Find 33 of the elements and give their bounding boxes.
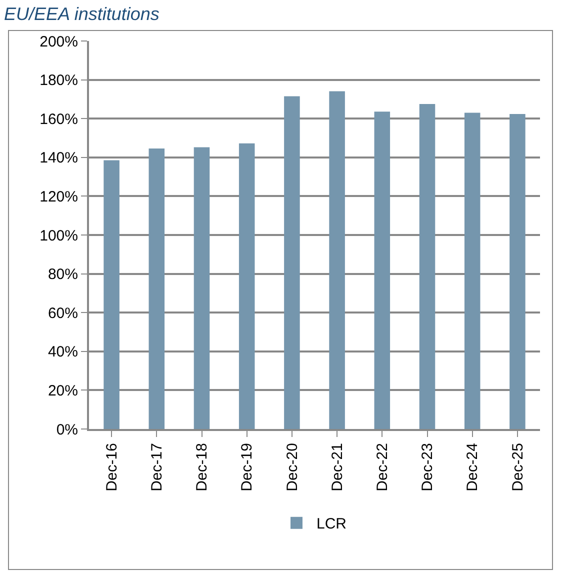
bar	[148, 148, 165, 429]
y-tick-label: 200%	[40, 33, 78, 50]
bar	[464, 112, 480, 429]
x-tick-label: Dec-23	[419, 443, 436, 492]
bar	[238, 143, 255, 429]
bar	[419, 104, 436, 429]
x-tick-label: Dec-17	[148, 443, 166, 492]
x-tick-label: Dec-16	[103, 443, 120, 492]
x-tick-label: Dec-21	[328, 443, 346, 492]
y-tick-label: 160%	[40, 110, 78, 128]
legend-label: LCR	[316, 516, 347, 533]
y-tick-label: 100%	[40, 227, 78, 244]
y-tick-label: 120%	[40, 188, 78, 206]
bar	[329, 91, 345, 429]
y-tick-label: 80%	[48, 266, 78, 284]
x-tick-label: Dec-24	[464, 443, 482, 492]
y-tick-label: 180%	[40, 72, 78, 90]
y-tick-label: 20%	[48, 382, 78, 400]
bar	[284, 96, 300, 429]
bar	[104, 160, 120, 429]
x-tick-label: Dec-25	[509, 443, 526, 492]
x-tick-label: Dec-20	[284, 443, 301, 492]
bar	[510, 114, 526, 429]
bar	[194, 147, 210, 429]
x-tick-label: Dec-19	[238, 443, 256, 492]
x-tick-label: Dec-18	[194, 443, 211, 492]
chart-title: EU/EEA institutions	[4, 4, 160, 25]
y-tick-label: 40%	[48, 344, 78, 361]
y-tick-label: 140%	[40, 150, 78, 167]
bar	[374, 112, 390, 429]
y-tick-label: 60%	[48, 304, 78, 322]
y-tick-label: 0%	[56, 421, 78, 438]
x-tick-label: Dec-22	[374, 443, 392, 492]
